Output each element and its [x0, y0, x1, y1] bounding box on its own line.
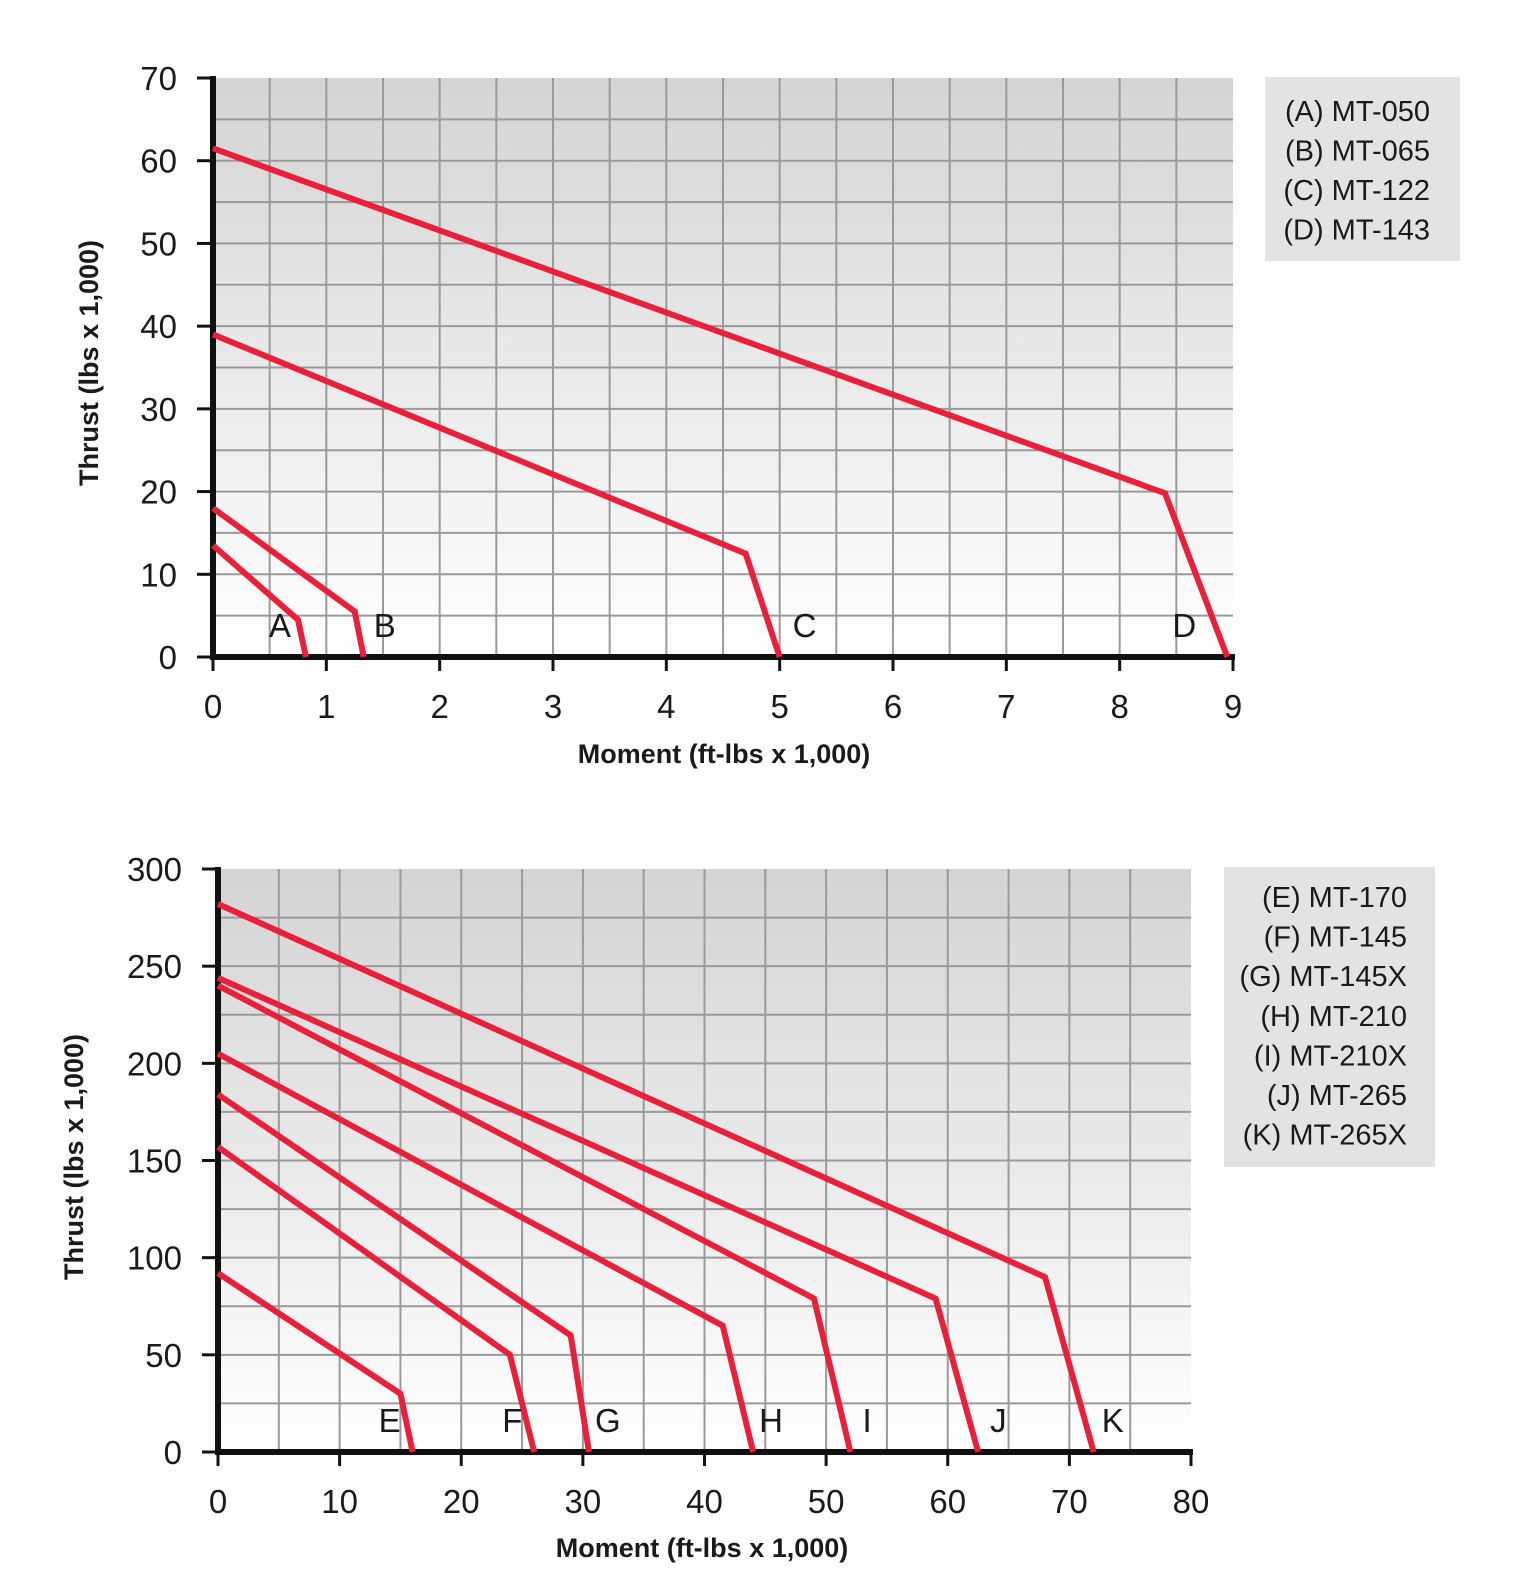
- series-line-a: [211, 543, 309, 658]
- y-tick-label: 20: [140, 474, 177, 511]
- x-tick-label: 0: [209, 1483, 227, 1520]
- x-tick-label: 70: [1051, 1483, 1088, 1520]
- series-label-d: D: [1172, 607, 1196, 644]
- y-tick-label: 60: [140, 143, 177, 180]
- x-tick-label: 30: [565, 1483, 602, 1520]
- x-tick-label: 20: [443, 1483, 480, 1520]
- legend-entry: (B) MT-065: [1285, 136, 1430, 168]
- series-line-b: [211, 505, 367, 658]
- x-tick-label: 1: [317, 688, 335, 725]
- x-tick-label: 0: [204, 688, 222, 725]
- legend-entry: (G) MT-145X: [1239, 961, 1407, 993]
- y-tick-label: 0: [164, 1434, 182, 1471]
- legend-entry: (E) MT-170: [1262, 882, 1407, 914]
- series-label-i: I: [862, 1402, 871, 1439]
- y-axis-title: Thrust (lbs x 1,000): [74, 240, 104, 486]
- series-line-j: [216, 975, 982, 1453]
- series-line-h: [216, 1050, 757, 1453]
- y-tick-label: 150: [127, 1143, 182, 1180]
- x-tick-label: 6: [884, 688, 902, 725]
- y-tick-label: 200: [127, 1045, 182, 1082]
- series-label-g: G: [595, 1402, 621, 1439]
- legend-entry: (D) MT-143: [1283, 215, 1430, 247]
- y-axis-title: Thrust (lbs x 1,000): [59, 1034, 89, 1280]
- series-label-f: F: [502, 1402, 522, 1439]
- x-tick-label: 80: [1173, 1483, 1210, 1520]
- y-tick-label: 250: [127, 948, 182, 985]
- legend-entry: (I) MT-210X: [1254, 1040, 1407, 1072]
- x-tick-label: 7: [997, 688, 1015, 725]
- series-label-b: B: [374, 607, 396, 644]
- x-tick-label: 2: [430, 688, 448, 725]
- series-line-f: [216, 1144, 538, 1453]
- series-label-j: J: [990, 1402, 1007, 1439]
- series-label-c: C: [793, 607, 817, 644]
- x-tick-label: 8: [1110, 688, 1128, 725]
- legend-entry: (K) MT-265X: [1243, 1120, 1407, 1152]
- legend-entry: (J) MT-265: [1267, 1080, 1407, 1112]
- y-tick-label: 10: [140, 556, 177, 593]
- x-tick-label: 3: [544, 688, 562, 725]
- y-tick-label: 300: [127, 851, 182, 888]
- series-label-k: K: [1102, 1402, 1124, 1439]
- legend-entry: (A) MT-050: [1285, 96, 1430, 128]
- y-tick-label: 100: [127, 1240, 182, 1277]
- series-line-e: [216, 1270, 416, 1453]
- legend-entry: (H) MT-210: [1260, 1001, 1407, 1033]
- legend-box: [1224, 867, 1435, 1167]
- series-line-c: [211, 331, 783, 658]
- x-tick-label: 60: [929, 1483, 966, 1520]
- x-tick-label: 40: [686, 1483, 723, 1520]
- x-tick-label: 50: [808, 1483, 845, 1520]
- x-tick-label: 9: [1224, 688, 1242, 725]
- series-label-a: A: [269, 607, 291, 644]
- series-line-d: [211, 145, 1231, 659]
- y-tick-label: 70: [140, 60, 177, 97]
- y-tick-label: 50: [145, 1337, 182, 1374]
- legend-entry: (F) MT-145: [1264, 922, 1407, 954]
- y-tick-label: 40: [140, 308, 177, 345]
- series-line-i: [216, 982, 854, 1453]
- series-line-g: [216, 1091, 592, 1453]
- x-axis-title: Moment (ft-lbs x 1,000): [578, 739, 871, 769]
- y-tick-label: 50: [140, 225, 177, 262]
- chart-top: 0 1 2 3 4 5 6 7 8 9 0 10 20 30 40 50 60 70 Moment (ft-lbs …: [74, 60, 1460, 769]
- x-tick-label: 5: [770, 688, 788, 725]
- y-tick-label: 30: [140, 391, 177, 428]
- chart-bottom: 0 10 20 30 40 50 60 70 80 0 50 100 150 200 250 300 Momen…: [59, 851, 1435, 1563]
- y-tick-label: 0: [159, 639, 177, 676]
- x-axis-title: Moment (ft-lbs x 1,000): [556, 1533, 849, 1563]
- legend-entry: (C) MT-122: [1283, 175, 1430, 207]
- series-line-k: [216, 901, 1097, 1453]
- series-label-e: E: [379, 1402, 401, 1439]
- legend-box: [1265, 77, 1460, 261]
- series-label-h: H: [759, 1402, 783, 1439]
- x-tick-label: 4: [657, 688, 675, 725]
- x-tick-label: 10: [321, 1483, 358, 1520]
